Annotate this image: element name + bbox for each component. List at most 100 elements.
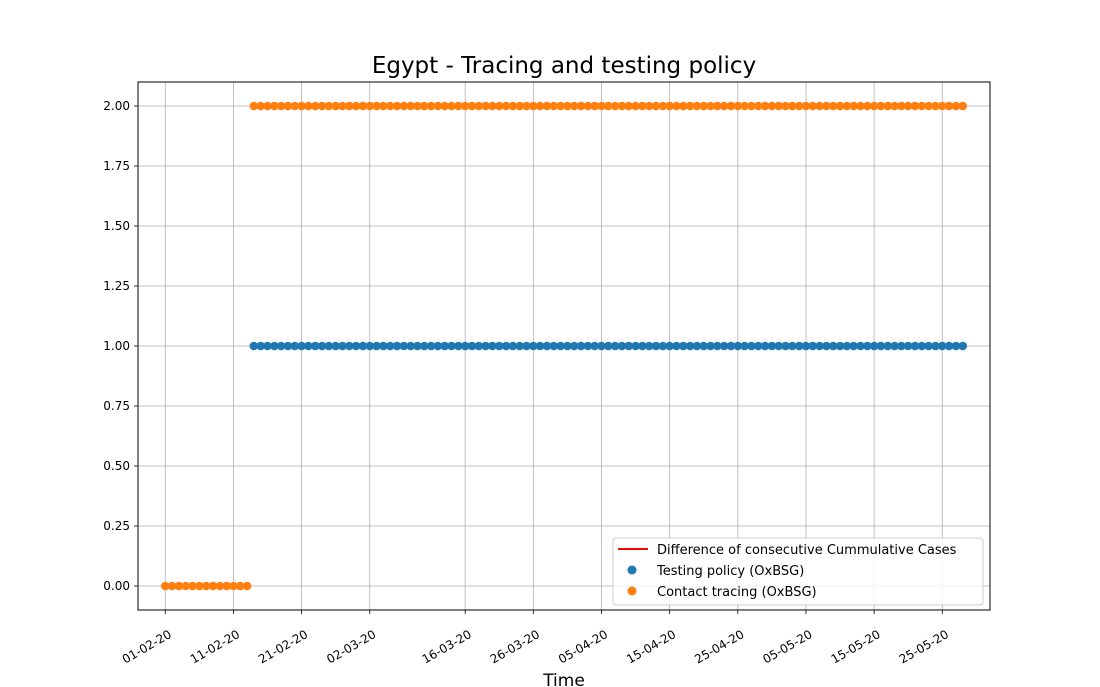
data-point <box>876 101 886 111</box>
data-point <box>808 341 818 351</box>
y-tick-label: 0.00 <box>103 579 130 593</box>
data-point <box>304 341 313 351</box>
data-point <box>801 101 811 111</box>
data-point <box>338 341 347 351</box>
data-point <box>753 341 763 351</box>
data-point <box>474 101 484 111</box>
data-point <box>781 341 790 351</box>
data-point <box>937 101 947 111</box>
data-point <box>426 341 436 351</box>
data-point <box>665 341 674 351</box>
data-point <box>631 341 640 351</box>
data-point <box>549 341 559 351</box>
data-point <box>951 101 961 111</box>
data-point <box>474 341 484 351</box>
data-point <box>488 341 497 351</box>
y-axis: 0.00 0.25 0.50 0.75 1.00 1.25 1.50 1.75 2.00 <box>103 99 138 593</box>
data-point <box>719 101 729 111</box>
data-point <box>385 341 395 351</box>
data-point <box>910 341 920 351</box>
data-point <box>678 101 688 111</box>
data-point <box>460 101 470 111</box>
data-point <box>726 341 736 351</box>
data-point <box>331 341 340 351</box>
data-point <box>208 581 218 591</box>
data-point <box>958 341 968 351</box>
data-point <box>583 341 593 351</box>
data-point <box>808 101 818 111</box>
y-tick-label: 0.75 <box>103 399 130 413</box>
data-point <box>515 101 524 111</box>
data-point <box>815 341 824 351</box>
data-point <box>944 101 954 111</box>
data-point <box>324 341 334 351</box>
data-point <box>351 101 361 111</box>
data-point <box>726 101 736 111</box>
data-point <box>747 341 756 351</box>
data-point <box>644 341 654 351</box>
data-point <box>181 581 191 591</box>
data-point <box>188 581 197 591</box>
data-point <box>201 581 211 591</box>
data-point <box>638 341 647 351</box>
data-point <box>583 101 593 111</box>
data-point <box>685 341 695 351</box>
data-point <box>494 101 504 111</box>
data-point <box>597 341 606 351</box>
data-point <box>542 101 552 111</box>
data-point <box>549 101 559 111</box>
data-point <box>563 101 572 111</box>
data-point <box>413 101 422 111</box>
data-point <box>760 101 770 111</box>
x-axis-label: Time <box>542 671 585 687</box>
legend-box <box>612 537 984 606</box>
data-point <box>597 101 606 111</box>
data-point <box>249 341 259 351</box>
data-point <box>317 341 327 351</box>
data-point <box>842 101 852 111</box>
data-point <box>651 101 661 111</box>
data-point <box>270 101 279 111</box>
data-point <box>297 341 306 351</box>
data-point <box>794 101 804 111</box>
data-point <box>590 101 599 111</box>
data-point <box>508 101 518 111</box>
data-point <box>774 101 784 111</box>
data-point <box>276 101 286 111</box>
data-point <box>317 101 327 111</box>
y-tick-label: 1.25 <box>103 279 130 293</box>
data-point <box>508 341 518 351</box>
data-point <box>733 341 743 351</box>
data-point <box>822 341 831 351</box>
data-point <box>706 341 715 351</box>
data-point <box>869 101 879 111</box>
data-point <box>331 101 340 111</box>
data-point <box>215 581 225 591</box>
data-point <box>310 101 320 111</box>
y-tick-label: 1.50 <box>103 219 130 233</box>
data-point <box>617 101 627 111</box>
y-tick-label: 0.50 <box>103 459 130 473</box>
data-point <box>406 341 415 351</box>
data-point <box>324 101 334 111</box>
data-point <box>869 341 879 351</box>
data-point <box>624 341 634 351</box>
data-point <box>556 341 565 351</box>
data-point <box>842 341 852 351</box>
data-point <box>849 101 858 111</box>
data-point <box>604 341 613 351</box>
legend-label: Testing policy (OxBSG) <box>656 564 804 579</box>
data-point <box>283 101 293 111</box>
data-point <box>903 101 913 111</box>
data-point <box>522 341 531 351</box>
data-point <box>788 101 797 111</box>
data-point <box>924 101 933 111</box>
legend-marker-swatch <box>627 586 637 596</box>
data-point <box>167 581 177 591</box>
data-point <box>638 101 647 111</box>
data-point <box>440 101 450 111</box>
data-point <box>460 341 470 351</box>
data-point <box>924 341 933 351</box>
data-point <box>883 101 893 111</box>
